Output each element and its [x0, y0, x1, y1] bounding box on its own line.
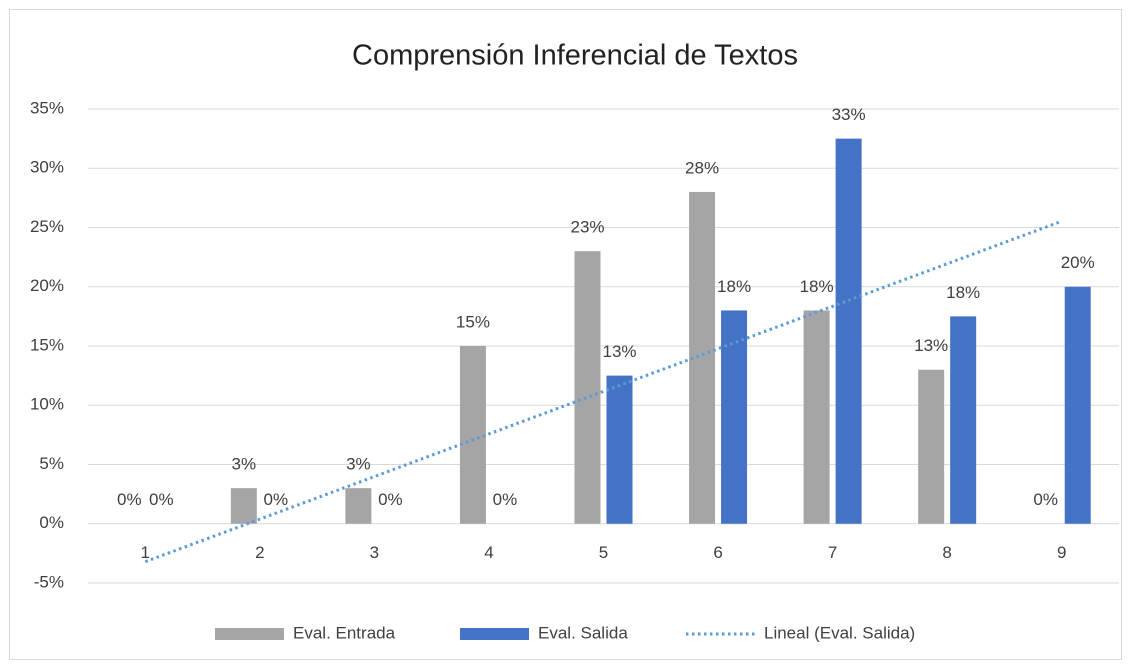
- bar: [835, 138, 862, 524]
- data-label: 28%: [685, 158, 719, 177]
- chart-border: [9, 9, 1122, 660]
- data-label: 3%: [232, 455, 257, 474]
- legend-label: Eval. Entrada: [293, 623, 396, 642]
- x-tick-label: 4: [484, 543, 493, 562]
- x-tick-label: 7: [828, 543, 837, 562]
- y-tick-label: 0%: [39, 513, 64, 532]
- y-tick-label: 30%: [30, 158, 64, 177]
- bar: [950, 316, 977, 524]
- bar: [918, 369, 945, 524]
- y-tick-label: 25%: [30, 217, 64, 236]
- data-label: 0%: [1033, 490, 1058, 509]
- y-tick-label: 35%: [30, 98, 64, 117]
- data-label: 15%: [456, 312, 490, 331]
- data-label: 13%: [602, 342, 636, 361]
- y-tick-label: -5%: [34, 572, 64, 591]
- bar: [230, 488, 257, 524]
- x-tick-label: 1: [141, 543, 150, 562]
- data-label: 13%: [914, 336, 948, 355]
- y-tick-label: 20%: [30, 276, 64, 295]
- data-label: 0%: [493, 490, 518, 509]
- data-label: 0%: [378, 490, 403, 509]
- bar: [721, 310, 748, 524]
- y-tick-label: 5%: [39, 454, 64, 473]
- bar: [459, 346, 486, 524]
- data-label: 0%: [117, 490, 142, 509]
- data-label: 33%: [832, 105, 866, 124]
- bar: [803, 310, 830, 524]
- data-label: 18%: [717, 277, 751, 296]
- data-label: 0%: [264, 490, 289, 509]
- x-tick-label: 9: [1057, 543, 1066, 562]
- x-tick-label: 8: [942, 543, 951, 562]
- data-label: 20%: [1061, 253, 1095, 272]
- trend-line: [144, 219, 1063, 564]
- y-tick-label: 15%: [30, 335, 64, 354]
- bar: [1064, 286, 1091, 524]
- data-label: 18%: [800, 277, 834, 296]
- legend-label: Lineal (Eval. Salida): [764, 623, 915, 642]
- x-tick-label: 3: [370, 543, 379, 562]
- data-label: 18%: [946, 283, 980, 302]
- x-tick-label: 2: [255, 543, 264, 562]
- data-label: 0%: [149, 490, 174, 509]
- legend-label: Eval. Salida: [538, 623, 628, 642]
- y-tick-label: 10%: [30, 395, 64, 414]
- data-label: 23%: [570, 218, 604, 237]
- x-tick-label: 6: [713, 543, 722, 562]
- bar: [345, 488, 372, 524]
- x-tick-label: 5: [599, 543, 608, 562]
- chart-title: Comprensión Inferencial de Textos: [352, 40, 798, 72]
- data-label: 3%: [346, 455, 371, 474]
- bar: [574, 251, 601, 524]
- legend-swatch: [460, 628, 529, 640]
- legend-swatch: [215, 628, 284, 640]
- bar: [689, 191, 716, 524]
- bar: [606, 375, 633, 524]
